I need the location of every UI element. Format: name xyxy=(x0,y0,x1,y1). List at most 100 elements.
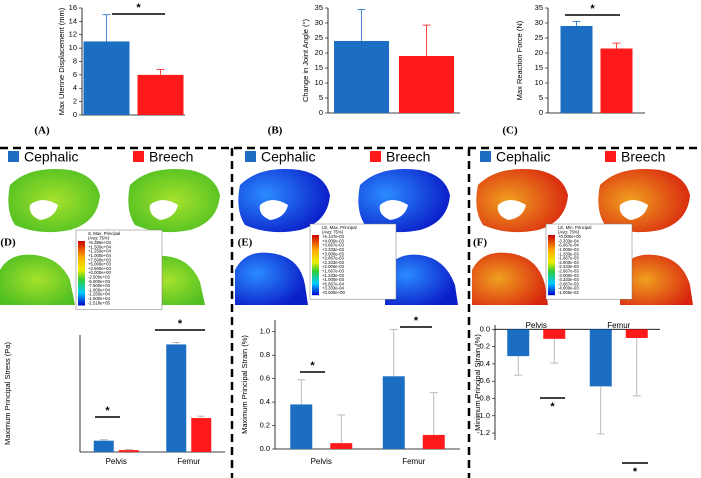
y-tick-label: 14 xyxy=(69,16,77,25)
bar xyxy=(334,41,389,113)
significance-star: * xyxy=(550,401,555,413)
bar xyxy=(290,404,313,449)
y-tick-label: 0.6 xyxy=(260,374,270,383)
femur-model xyxy=(0,254,75,305)
contour-legend-label: -1.500e+04 xyxy=(88,296,110,301)
contour-legend-label: +2.000e-03 xyxy=(322,264,344,269)
panel-label: (B) xyxy=(268,125,283,137)
contour-legend-label: +6.386e+04 xyxy=(88,240,112,245)
color-bar xyxy=(78,241,85,306)
y-axis-label: Maximum Principal Stress (Pa) xyxy=(3,342,12,445)
contour-legend-label: -7.500e+03 xyxy=(88,283,110,288)
bar xyxy=(625,329,648,338)
y-tick-label: -0.6 xyxy=(477,376,490,385)
panel-label: (F) xyxy=(473,237,487,249)
legend-label: Breech xyxy=(386,149,430,165)
legend-swatch xyxy=(480,151,491,162)
error-bar xyxy=(102,14,111,42)
contour-legend-title: S, Max. Principal xyxy=(88,231,120,236)
y-tick-label: 35 xyxy=(315,3,323,12)
y-tick-label: 35 xyxy=(535,3,543,12)
contour-legend-box xyxy=(309,223,397,300)
y-tick-label: 16 xyxy=(69,3,77,12)
contour-legend-label: -3.333e-03 xyxy=(558,277,579,282)
error-bar xyxy=(337,414,346,444)
contour-legend-label: -2.000e-03 xyxy=(558,260,579,265)
x-tick-label: Femur xyxy=(177,457,200,466)
error-bar xyxy=(156,69,165,75)
y-tick-label: -0.2 xyxy=(477,342,490,351)
contour-legend-label: +2.500e+03 xyxy=(88,266,112,271)
y-tick-label: 0.2 xyxy=(260,421,270,430)
x-tick-label: Pelvis xyxy=(526,321,547,330)
y-tick-label: -1.0 xyxy=(477,411,490,420)
y-axis-label: Maximum Principal Strain (%) xyxy=(240,335,249,434)
legend-label: Cephalic xyxy=(496,149,550,165)
y-tick-label: 15 xyxy=(535,63,543,72)
contour-legend-label: +0.000e+00 xyxy=(322,290,346,295)
x-tick-label: Pelvis xyxy=(106,457,127,466)
significance-star: * xyxy=(136,2,141,14)
femur-model xyxy=(235,252,308,305)
femur-model xyxy=(472,252,548,305)
error-bar xyxy=(612,42,621,49)
contour-legend-label: +1.500e+04 xyxy=(88,244,112,249)
contour-legend-label: -1.000e+04 xyxy=(88,287,110,292)
pelvis-model xyxy=(238,169,330,233)
contour-legend-label: -1.667e-03 xyxy=(558,256,579,261)
contour-legend-label: +2.333e-03 xyxy=(322,260,344,265)
contour-legend-label: -1.518e+05 xyxy=(88,300,110,305)
contour-legend-label: +0.000e+00 xyxy=(558,234,582,239)
significance-star: * xyxy=(633,466,638,478)
significance-star: * xyxy=(105,405,110,417)
contour-legend-label: -1.000e-03 xyxy=(558,247,579,252)
legend-swatch xyxy=(245,151,256,162)
contour-legend-label: +1.000e+04 xyxy=(88,253,112,258)
fe-images xyxy=(0,169,693,305)
bar xyxy=(507,329,530,357)
y-tick-label: 0.4 xyxy=(260,397,270,406)
pelvis-model xyxy=(8,169,100,233)
bar xyxy=(560,26,593,113)
y-tick-label: 15 xyxy=(315,63,323,72)
contour-legend-label: -3.667e-03 xyxy=(558,281,579,286)
y-axis-label: Minimum Principal Strain (%) xyxy=(473,334,482,431)
bar xyxy=(422,434,445,449)
contour-legend-label: -1.005e-02 xyxy=(558,290,579,295)
y-tick-label: 6 xyxy=(73,70,77,79)
y-tick-label: 30 xyxy=(315,18,323,27)
error-bar xyxy=(99,439,108,441)
bar xyxy=(137,74,184,115)
y-axis-label: Max Uterine Displacement (mm) xyxy=(57,7,66,115)
y-tick-label: 2 xyxy=(73,97,77,106)
error-bar xyxy=(632,337,641,397)
contour-legend-label: -2.333e-03 xyxy=(558,264,579,269)
x-tick-label: Femur xyxy=(607,321,630,330)
color-bar xyxy=(548,235,555,296)
significance-star: * xyxy=(590,3,595,15)
contour-legend-label: +3.667e-03 xyxy=(322,243,344,248)
x-tick-label: Femur xyxy=(402,457,425,466)
contour-legend-label: +1.000e-03 xyxy=(322,277,344,282)
contour-legend-label: +1.333e-03 xyxy=(322,273,344,278)
bar xyxy=(330,443,353,449)
contour-legend-label: -2.667e-03 xyxy=(558,269,579,274)
femur-model xyxy=(385,254,458,305)
contour-legend-title: (Avg: 75%) xyxy=(88,236,110,241)
y-tick-label: 4 xyxy=(73,83,77,92)
contour-legend-label: +4.000e-03 xyxy=(322,238,344,243)
bar xyxy=(600,48,633,113)
panel-label: (A) xyxy=(34,125,50,137)
error-bar xyxy=(197,415,206,419)
legend-swatch xyxy=(605,151,616,162)
contour-legend-label: -1.333e-03 xyxy=(558,251,579,256)
contour-legend-label: +7.500e+03 xyxy=(88,257,112,262)
y-tick-label: 1.0 xyxy=(260,327,270,336)
error-bar xyxy=(596,386,605,435)
legend-label: Breech xyxy=(621,149,665,165)
y-tick-label: 10 xyxy=(69,43,77,52)
contour-legend-label: +5.000e+03 xyxy=(88,262,112,267)
y-tick-label: 0 xyxy=(319,108,323,117)
error-bar xyxy=(514,356,523,376)
